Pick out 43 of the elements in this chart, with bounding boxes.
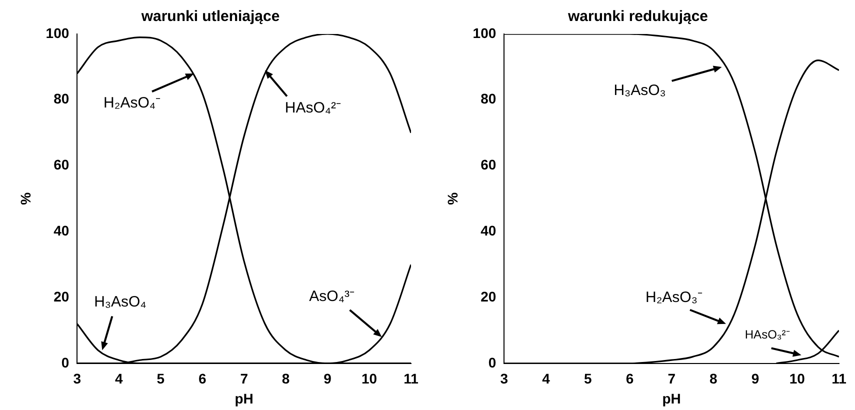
y-tick-label: 0 [488,354,496,370]
x-tick-label: 6 [626,370,634,387]
y-tick-label: 100 [46,24,70,41]
y-tick-label: 20 [480,288,496,304]
y-tick-label: 20 [54,288,70,304]
x-tick-label: 4 [114,370,123,387]
x-tick-label: 7 [668,370,676,387]
x-tick-label: 5 [156,370,165,387]
y-tick-label: 80 [480,90,496,107]
x-tick-label: 8 [710,370,718,387]
x-tick-label: 7 [240,370,248,387]
x-tick-label: 3 [73,370,82,387]
y-tick-label: 100 [472,24,496,41]
x-axis-title: pH [662,390,681,406]
x-tick-label: 5 [584,370,592,387]
x-tick-label: 6 [198,370,206,387]
chart-title: warunki utleniające [140,8,280,26]
y-tick-label: 80 [54,90,70,107]
x-tick-label: 10 [789,370,806,387]
x-tick-label: 11 [832,370,847,387]
annotation: HAsO₄²⁻ [284,99,342,116]
y-tick-label: 40 [480,222,496,238]
x-tick-label: 4 [542,370,550,387]
y-tick-label: 60 [480,156,496,173]
y-tick-label: 60 [54,156,70,173]
annotation: AsO₄³⁻ [309,288,354,306]
y-tick-label: 0 [61,354,70,370]
x-axis-title: pH [234,390,254,406]
x-tick-label: 10 [361,370,378,387]
annotation: H₃AsO₃ [614,82,666,100]
chart-title: warunki redukujące [566,8,708,26]
annotation: HAsO₃²⁻ [744,327,790,342]
x-tick-label: 8 [282,370,290,387]
x-tick-label: 9 [751,370,760,387]
annotation: H₃AsO₄ [94,293,146,310]
annotation: H₂AsO₃⁻ [646,289,702,306]
y-axis-title: % [444,192,460,205]
x-tick-label: 9 [324,370,332,387]
y-tick-label: 40 [54,222,70,238]
annotation: H₂AsO₄⁻ [104,94,160,112]
x-tick-label: 3 [500,370,508,387]
y-axis-title: % [17,192,34,205]
x-tick-label: 11 [404,370,419,387]
